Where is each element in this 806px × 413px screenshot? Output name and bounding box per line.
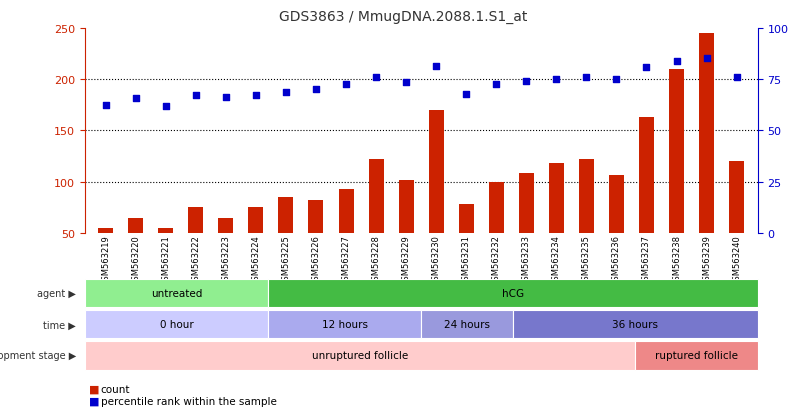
Point [730, 75, 743, 81]
Text: ■: ■ [89, 384, 99, 394]
Bar [669, 70, 684, 285]
Point [370, 75, 383, 81]
Bar [699, 34, 714, 285]
Point [129, 95, 142, 102]
Point [459, 91, 472, 97]
Point [280, 89, 293, 95]
Text: 12 hours: 12 hours [322, 320, 368, 330]
Text: GDS3863 / MmugDNA.2088.1.S1_at: GDS3863 / MmugDNA.2088.1.S1_at [279, 10, 527, 24]
Point [580, 75, 593, 81]
Bar [429, 111, 443, 285]
Text: count: count [101, 384, 131, 394]
Text: 36 hours: 36 hours [613, 320, 659, 330]
Bar [218, 218, 234, 285]
Point [189, 92, 202, 99]
Point [400, 80, 413, 86]
Point [249, 92, 262, 99]
Bar [98, 228, 113, 285]
Point [670, 58, 683, 65]
Bar [158, 228, 173, 285]
Bar [519, 174, 534, 285]
Point [490, 82, 503, 88]
Bar [639, 118, 654, 285]
Text: ruptured follicle: ruptured follicle [655, 351, 738, 361]
Text: unruptured follicle: unruptured follicle [312, 351, 408, 361]
Point [610, 77, 623, 83]
Point [99, 102, 112, 109]
Text: 0 hour: 0 hour [160, 320, 193, 330]
Bar [128, 218, 143, 285]
Point [219, 94, 232, 101]
Bar [549, 164, 564, 285]
Point [160, 103, 172, 110]
Text: percentile rank within the sample: percentile rank within the sample [101, 396, 276, 406]
Text: ■: ■ [89, 396, 99, 406]
Text: development stage ▶: development stage ▶ [0, 351, 76, 361]
Bar [189, 208, 203, 285]
Bar [368, 160, 384, 285]
Point [310, 87, 322, 94]
Bar [278, 197, 293, 285]
Bar [488, 182, 504, 285]
Point [430, 64, 442, 70]
Text: 24 hours: 24 hours [444, 320, 490, 330]
Text: time ▶: time ▶ [43, 320, 76, 330]
Bar [248, 208, 264, 285]
Point [339, 82, 352, 88]
Bar [399, 180, 413, 285]
Bar [459, 205, 474, 285]
Text: untreated: untreated [151, 289, 202, 299]
Text: hCG: hCG [502, 289, 524, 299]
Bar [339, 190, 354, 285]
Text: agent ▶: agent ▶ [37, 289, 76, 299]
Bar [579, 160, 594, 285]
Bar [309, 201, 323, 285]
Point [520, 79, 533, 85]
Bar [729, 162, 744, 285]
Bar [609, 175, 624, 285]
Point [640, 64, 653, 71]
Point [700, 55, 713, 62]
Point [550, 77, 563, 83]
